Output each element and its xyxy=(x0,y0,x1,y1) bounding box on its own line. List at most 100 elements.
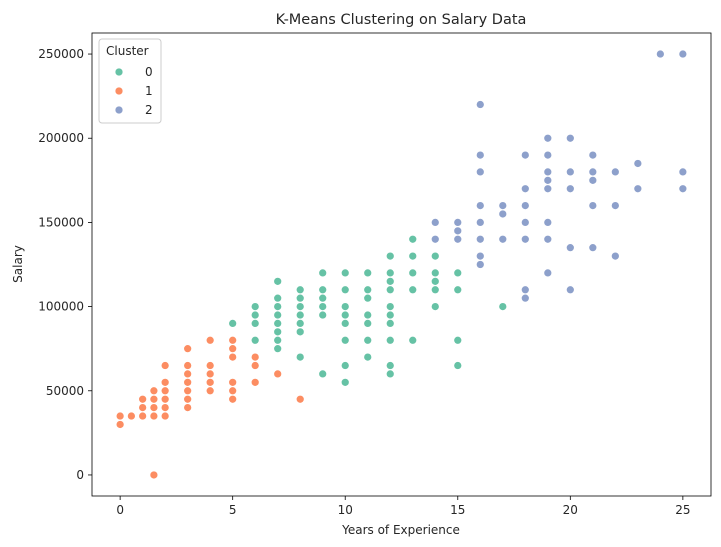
scatter-point-cluster-2 xyxy=(453,234,463,244)
scatter-point-cluster-0 xyxy=(385,361,395,370)
scatter-point-cluster-0 xyxy=(363,319,373,328)
scatter-point-cluster-2 xyxy=(678,184,688,194)
scatter-point-cluster-2 xyxy=(543,268,553,278)
y-tick-label: 200000 xyxy=(38,131,84,145)
scatter-point-cluster-2 xyxy=(453,218,463,227)
scatter-point-cluster-2 xyxy=(655,49,665,59)
scatter-point-cluster-2 xyxy=(633,184,643,194)
x-tick-label: 5 xyxy=(229,503,237,517)
scatter-point-cluster-2 xyxy=(588,201,598,210)
scatter-point-cluster-2 xyxy=(520,150,530,160)
scatter-point-cluster-0 xyxy=(340,285,350,295)
scatter-point-cluster-2 xyxy=(520,234,530,244)
scatter-point-cluster-2 xyxy=(475,218,485,227)
scatter-point-cluster-0 xyxy=(385,302,395,311)
scatter-point-cluster-0 xyxy=(430,302,440,311)
scatter-point-cluster-0 xyxy=(273,310,283,320)
scatter-point-cluster-2 xyxy=(520,184,530,194)
scatter-point-cluster-0 xyxy=(385,268,395,278)
x-tick-label: 10 xyxy=(338,503,353,517)
scatter-point-cluster-0 xyxy=(363,285,373,295)
scatter-point-cluster-0 xyxy=(340,335,350,345)
x-tick-label: 25 xyxy=(675,503,690,517)
y-axis-label: Salary xyxy=(11,245,25,283)
scatter-point-cluster-0 xyxy=(295,285,305,295)
scatter-point-cluster-2 xyxy=(610,167,620,177)
scatter-point-cluster-2 xyxy=(475,201,485,210)
scatter-point-cluster-2 xyxy=(565,184,575,194)
legend-label-cluster-2: 2 xyxy=(145,103,153,117)
scatter-point-cluster-2 xyxy=(475,167,485,177)
scatter-point-cluster-2 xyxy=(565,243,575,253)
scatter-point-cluster-1 xyxy=(138,411,148,421)
scatter-point-cluster-0 xyxy=(340,377,350,387)
y-tick-label: 50000 xyxy=(46,384,84,398)
scatter-point-cluster-1 xyxy=(138,403,148,412)
scatter-point-cluster-1 xyxy=(183,344,193,354)
scatter-point-cluster-2 xyxy=(543,150,553,160)
scatter-point-cluster-0 xyxy=(295,352,305,362)
scatter-point-cluster-2 xyxy=(543,133,553,143)
scatter-point-cluster-0 xyxy=(228,319,238,328)
scatter-point-cluster-1 xyxy=(183,386,193,396)
scatter-point-cluster-0 xyxy=(385,335,395,345)
scatter-point-cluster-2 xyxy=(588,150,598,160)
scatter-point-cluster-2 xyxy=(520,293,530,303)
scatter-point-cluster-0 xyxy=(363,293,373,303)
scatter-point-cluster-0 xyxy=(430,268,440,278)
x-axis-ticks: 0 5 10 15 20 25 xyxy=(116,496,691,517)
scatter-point-cluster-0 xyxy=(250,310,260,320)
scatter-point-cluster-1 xyxy=(127,411,136,421)
scatter-point-cluster-1 xyxy=(183,377,193,387)
scatter-point-cluster-0 xyxy=(408,234,418,244)
scatter-point-cluster-0 xyxy=(340,319,350,328)
y-tick-label: 0 xyxy=(76,468,84,482)
scatter-point-cluster-0 xyxy=(273,335,283,345)
legend-box xyxy=(98,38,162,124)
scatter-point-cluster-0 xyxy=(273,276,283,286)
scatter-point-cluster-0 xyxy=(408,251,418,261)
scatter-point-cluster-2 xyxy=(565,133,575,143)
scatter-point-cluster-0 xyxy=(318,369,328,379)
y-tick-label: 250000 xyxy=(38,47,84,61)
scatter-point-cluster-1 xyxy=(160,361,170,370)
scatter-point-cluster-0 xyxy=(385,285,395,295)
scatter-point-cluster-0 xyxy=(430,285,440,295)
scatter-point-cluster-1 xyxy=(228,344,238,354)
scatter-point-cluster-2 xyxy=(543,167,553,177)
scatter-point-cluster-1 xyxy=(205,335,215,345)
legend-label-cluster-0: 0 xyxy=(145,65,153,79)
scatter-point-cluster-1 xyxy=(183,369,193,379)
scatter-point-cluster-1 xyxy=(205,377,215,387)
scatter-point-cluster-1 xyxy=(228,377,238,387)
scatter-point-cluster-2 xyxy=(543,218,553,227)
legend-label-cluster-1: 1 xyxy=(145,84,153,98)
x-tick-label: 15 xyxy=(450,503,465,517)
scatter-point-cluster-2 xyxy=(588,175,598,185)
scatter-point-cluster-1 xyxy=(149,411,159,421)
chart-title: K-Means Clustering on Salary Data xyxy=(276,12,527,28)
scatter-point-cluster-2 xyxy=(475,150,485,160)
legend-title: Cluster xyxy=(106,44,149,58)
scatter-point-cluster-0 xyxy=(295,293,305,303)
scatter-point-cluster-2 xyxy=(633,159,643,168)
scatter-point-cluster-1 xyxy=(250,352,260,362)
scatter-point-cluster-0 xyxy=(340,310,350,320)
scatter-point-cluster-1 xyxy=(205,369,215,379)
scatter-point-cluster-2 xyxy=(520,201,530,210)
scatter-point-cluster-2 xyxy=(610,201,620,210)
scatter-point-cluster-1 xyxy=(250,377,260,387)
scatter-point-cluster-0 xyxy=(385,369,395,379)
scatter-point-cluster-1 xyxy=(228,394,238,404)
scatter-point-cluster-2 xyxy=(475,234,485,244)
legend: Cluster 0 1 2 xyxy=(98,38,162,124)
scatter-point-cluster-2 xyxy=(498,209,508,219)
scatter-point-cluster-0 xyxy=(318,310,328,320)
scatter-point-cluster-1 xyxy=(183,394,193,404)
scatter-point-cluster-1 xyxy=(228,352,238,362)
scatter-point-cluster-0 xyxy=(318,285,328,295)
scatter-point-cluster-0 xyxy=(318,293,328,303)
scatter-point-cluster-1 xyxy=(295,394,305,404)
scatter-point-cluster-1 xyxy=(160,411,170,421)
scatter-point-cluster-0 xyxy=(250,319,260,328)
